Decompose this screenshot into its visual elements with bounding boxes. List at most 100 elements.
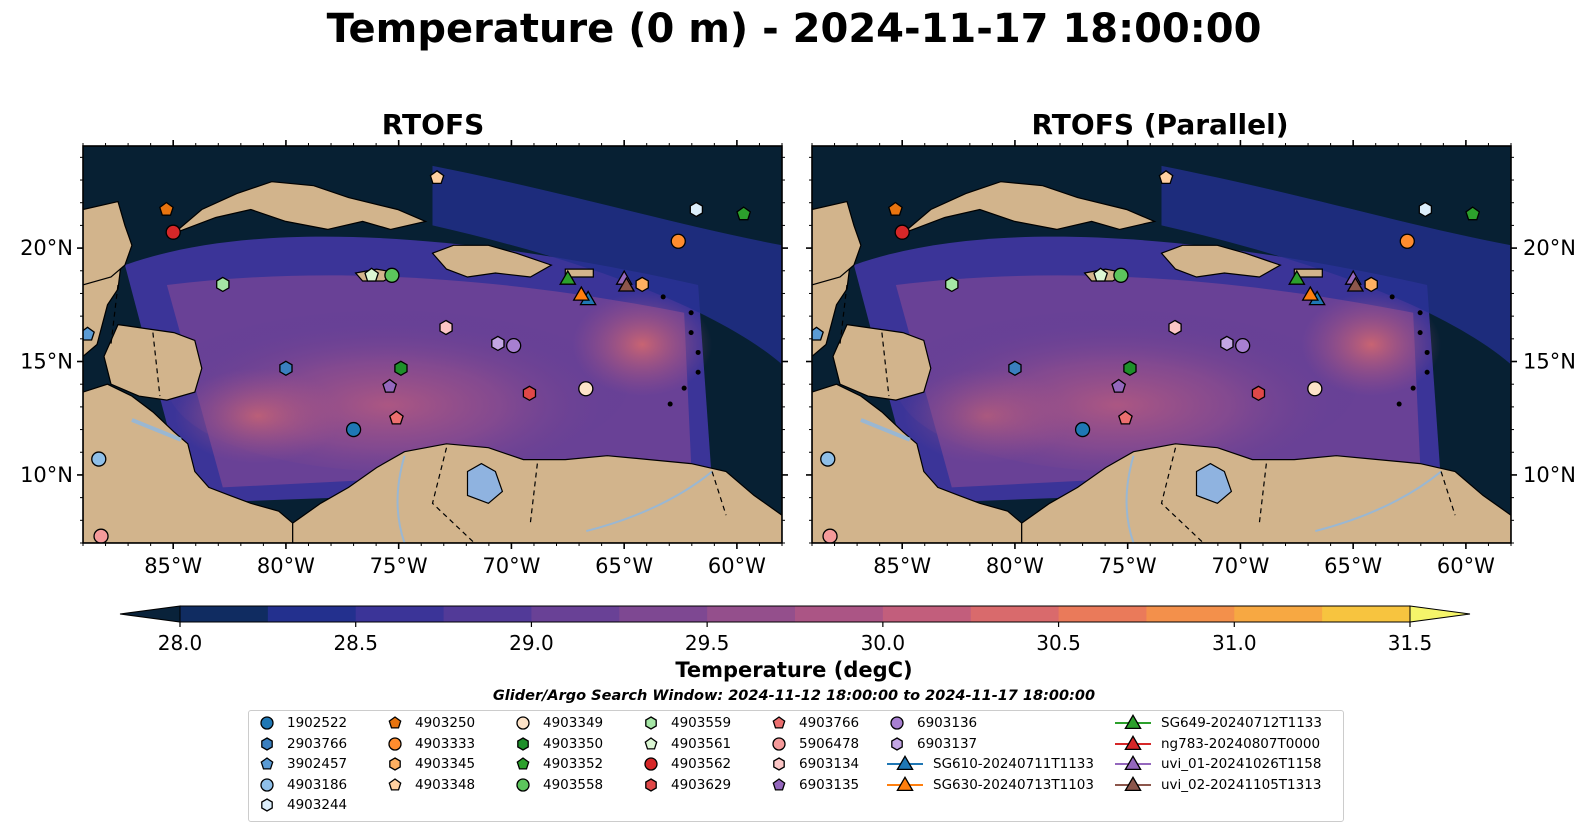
- legend-item: 6903136: [887, 713, 977, 733]
- y-tick-label: 10°N: [20, 463, 73, 487]
- legend-label: 4903350: [543, 735, 604, 752]
- colorbar-tick-label: 30.0: [861, 631, 906, 655]
- legend-item: 4903345: [385, 754, 475, 774]
- legend-item: 5906478: [769, 734, 859, 754]
- legend-marker-icon: [896, 775, 914, 791]
- figure-title: Temperature (0 m) - 2024-11-17 18:00:00: [326, 6, 1262, 52]
- legend-label: 4903250: [415, 715, 476, 731]
- marker-4903629: [522, 385, 537, 402]
- x-tick-label: 85°W: [144, 554, 202, 578]
- marker-3902457: [83, 326, 95, 341]
- legend-item: 4903350: [513, 734, 603, 754]
- legend-item: 4903559: [641, 713, 731, 733]
- marker-4903561: [1093, 267, 1109, 282]
- colorbar-tick-label: 28.0: [158, 631, 203, 655]
- legend-marker-icon: [516, 757, 530, 770]
- legend-marker-icon: [260, 777, 274, 792]
- legend-marker-icon: [388, 736, 402, 751]
- marker-4903558: [1113, 267, 1129, 283]
- legend-marker-icon: [890, 716, 904, 730]
- legend-label: uvi_01-20241026T1158: [1161, 756, 1322, 772]
- legend-label: SG649-20240712T1133: [1161, 715, 1322, 731]
- marker-4903559: [216, 276, 230, 293]
- legend-marker-icon: [645, 777, 657, 792]
- legend-label: 5906478: [799, 735, 860, 752]
- legend-label: SG610-20240711T1133: [933, 756, 1094, 772]
- legend-marker-icon: [516, 777, 530, 792]
- legend-label: uvi_02-20241105T1313: [1161, 776, 1322, 793]
- legend-item: 4903349: [513, 713, 603, 733]
- legend-item: 4903561: [641, 734, 731, 754]
- marker-4903352: [1465, 206, 1481, 221]
- x-tick-label: 75°W: [370, 554, 428, 578]
- marker-4903558: [384, 267, 400, 283]
- marker-5906478: [822, 528, 838, 543]
- legend-label: 4903349: [543, 715, 604, 731]
- legend-label: 6903137: [917, 735, 978, 752]
- legend-marker-icon: [388, 777, 402, 791]
- x-tick-label: 80°W: [986, 554, 1044, 578]
- marker-6903135: [1111, 378, 1127, 393]
- legend-label: 3902457: [287, 756, 348, 772]
- legend-title: Glider/Argo Search Window: 2024-11-12 18…: [492, 688, 1096, 704]
- marker-2903766: [1008, 360, 1022, 377]
- x-tick-label: 85°W: [873, 554, 931, 578]
- legend: 1902522 2903766 3902457 4903186 4903244 49032…: [248, 710, 1344, 822]
- legend-item: 4903333: [385, 734, 475, 754]
- legend-label: 4903559: [671, 715, 732, 731]
- legend-label: 4903333: [415, 735, 476, 752]
- legend-label: 4903766: [799, 715, 860, 731]
- legend-item: 4903562: [641, 754, 731, 774]
- legend-marker-icon: [891, 736, 903, 751]
- legend-label: ng783-20240807T0000: [1161, 735, 1321, 752]
- marker-1902522: [345, 421, 362, 438]
- legend-marker-icon: [388, 716, 402, 729]
- legend-marker-icon: [260, 757, 274, 770]
- legend-label: 4903558: [543, 776, 604, 793]
- x-tick-label: 65°W: [595, 554, 653, 578]
- marker-4903348: [429, 169, 445, 185]
- marker-6903136: [506, 337, 522, 354]
- marker-4903350: [1123, 360, 1137, 377]
- marker-5906478: [93, 528, 109, 543]
- y-tick-label: 15°N: [20, 350, 73, 374]
- legend-label: 1902522: [287, 715, 348, 731]
- marker-4903186: [91, 451, 107, 467]
- marker-SG649-20240712T1133: [559, 269, 577, 285]
- legend-item: 6903135: [769, 775, 859, 795]
- legend-item: 4903629: [641, 775, 731, 795]
- marker-SG630-20240713T1103: [572, 285, 591, 301]
- marker-4903349: [1307, 381, 1323, 397]
- legend-item: 1902522: [257, 713, 347, 733]
- marker-4903352: [736, 206, 752, 221]
- legend-item: 4903186: [257, 775, 347, 795]
- legend-marker-icon: [261, 736, 273, 751]
- colorbar-tick-label: 30.5: [1036, 631, 1081, 655]
- marker-4903333: [1399, 233, 1415, 249]
- marker-4903250: [159, 201, 174, 216]
- legend-label: 4903186: [287, 776, 348, 793]
- legend-item: SG630-20240713T1103: [887, 775, 1094, 795]
- legend-item: 4903558: [513, 775, 603, 795]
- map-panel-rtofs-parallel: 85°W 80°W 75°W 70°W 65°W 60°W 10°N 15°N 20°N: [806, 140, 1576, 578]
- marker-uvi_02-20241105T1313: [1346, 276, 1365, 292]
- legend-item: ng783-20240807T0000: [1115, 734, 1320, 754]
- legend-marker-icon: [1124, 755, 1142, 771]
- legend-label: SG630-20240713T1103: [933, 776, 1094, 793]
- marker-4903333: [670, 233, 686, 249]
- legend-item: 4903352: [513, 754, 603, 774]
- legend-item: 4903250: [385, 713, 475, 733]
- marker-6903134: [1168, 319, 1182, 336]
- marker-4903561: [364, 267, 380, 282]
- y-tick-label: 10°N: [1523, 463, 1576, 487]
- legend-item: 2903766: [257, 734, 347, 754]
- legend-label: 4903352: [543, 756, 604, 772]
- legend-marker-icon: [261, 798, 273, 812]
- legend-label: 4903561: [671, 735, 732, 752]
- colorbar-tick-label: 31.0: [1212, 631, 1257, 655]
- x-tick-label: 75°W: [1099, 554, 1157, 578]
- x-tick-label: 80°W: [257, 554, 315, 578]
- marker-3902457: [812, 326, 824, 341]
- x-tick-label: 70°W: [482, 554, 540, 578]
- marker-4903562: [165, 224, 181, 240]
